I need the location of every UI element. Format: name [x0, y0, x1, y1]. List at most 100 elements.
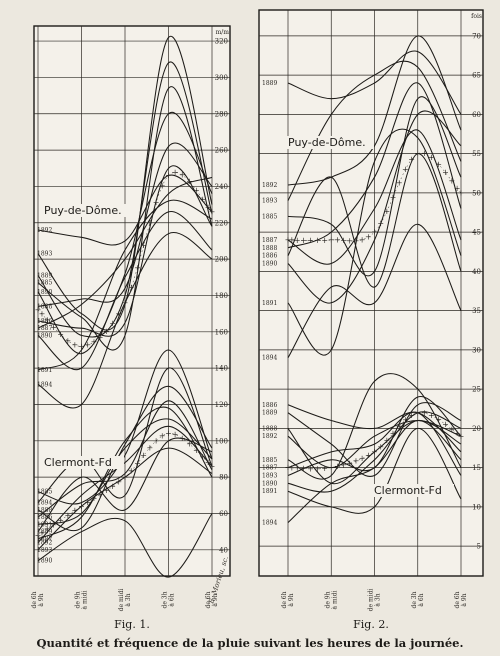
mean-series-point: +	[199, 453, 206, 462]
series-line	[287, 427, 462, 514]
mean-series-point: +	[84, 498, 91, 507]
series-line	[37, 61, 213, 338]
y-tick-label: 65	[472, 72, 481, 80]
mean-series-point: +	[205, 203, 212, 212]
y-tick-label: 180	[215, 292, 228, 300]
series-line	[37, 437, 213, 533]
mean-series-point: +	[346, 236, 353, 245]
mean-series-point: +	[414, 408, 421, 417]
x-tick-label: de 9h	[75, 591, 82, 608]
series-line	[37, 385, 213, 531]
y-tick-label: 15	[472, 464, 481, 472]
y-tick-label: 35	[472, 307, 481, 315]
mean-series-point: +	[353, 457, 360, 466]
year-label: 1891	[37, 521, 52, 528]
y-tick-label: 160	[215, 328, 228, 336]
mean-series-point: +	[371, 448, 378, 457]
mean-series-point: +	[179, 434, 186, 443]
year-label: 1887	[262, 465, 277, 472]
x-tick-label: à 9h	[212, 593, 219, 606]
mean-series-point: +	[103, 486, 110, 495]
panel-frame	[33, 25, 231, 577]
series-line	[287, 404, 462, 453]
year-label: 1886	[262, 253, 277, 260]
series-line	[37, 176, 213, 329]
series-line	[37, 406, 213, 540]
y-tick-label: 45	[472, 229, 481, 237]
mean-series-point: +	[285, 236, 292, 245]
mean-series-point: +	[165, 171, 172, 180]
year-label: 1890	[37, 332, 52, 339]
mean-series-point: +	[186, 177, 193, 186]
mean-series-point: +	[153, 436, 160, 445]
y-tick-label: 320	[215, 38, 228, 46]
mean-series-point: +	[91, 338, 98, 347]
year-label: 1887	[37, 536, 52, 543]
mean-series-point: +	[103, 327, 110, 336]
year-label: 1888	[262, 425, 277, 432]
y-tick-label: 280	[215, 110, 228, 118]
mean-series-point: +	[300, 236, 307, 245]
mean-series-point: +	[91, 494, 98, 503]
figure-title: Fig. 1.	[114, 618, 150, 631]
x-tick-label: à 9h	[38, 593, 45, 606]
mean-series-point: +	[159, 431, 166, 440]
mean-series-point: +	[289, 236, 296, 245]
mean-series-point: +	[72, 506, 79, 515]
mean-series-point: +	[72, 341, 79, 350]
mean-series-point: +	[314, 236, 321, 245]
year-label: 1889	[37, 272, 52, 279]
mean-series-point: +	[334, 235, 341, 244]
mean-series-point: +	[172, 430, 179, 439]
series-line	[37, 400, 213, 518]
y-tick-label: 120	[215, 401, 228, 409]
mean-series-point: +	[147, 443, 154, 452]
mean-series-point: +	[115, 310, 122, 319]
mean-series-point: +	[353, 236, 360, 245]
mean-series-point: +	[307, 236, 314, 245]
mean-series-point: +	[289, 463, 296, 472]
y-tick-label: 100	[215, 437, 228, 445]
station-name-backdrop	[42, 456, 124, 469]
mean-series-point: +	[346, 459, 353, 468]
mean-series-point: +	[39, 528, 46, 537]
x-tick-label: à 3h	[125, 593, 132, 606]
mean-series-point: +	[294, 236, 301, 245]
x-tick-label: à 6h	[418, 593, 425, 606]
mean-series-point: +	[147, 219, 154, 228]
mean-series-point: +	[384, 207, 391, 216]
series-line	[287, 419, 462, 485]
mean-series-point: +	[390, 193, 397, 202]
year-label: 1893	[37, 547, 52, 554]
year-label: 1891	[262, 300, 277, 307]
figure-title: Fig. 2.	[353, 618, 389, 631]
y-tick-label: 70	[472, 32, 481, 40]
y-tick-label: 20	[472, 425, 481, 433]
mean-series-point: +	[408, 155, 415, 164]
mean-series-line	[37, 172, 213, 347]
series-line	[37, 174, 213, 246]
mean-series-point: +	[78, 502, 85, 511]
year-label: 1892	[37, 540, 52, 547]
mean-series-point: +	[165, 429, 172, 438]
x-tick-label: de 3h	[162, 591, 169, 608]
mean-series-point: +	[442, 168, 449, 177]
year-label: 1889	[262, 80, 277, 87]
unit-label: m/m	[216, 29, 230, 36]
series-line	[287, 419, 462, 469]
x-tick-label: de 3h	[411, 591, 418, 608]
year-label: 1886	[262, 402, 277, 409]
x-tick-label: de midi	[368, 589, 375, 612]
x-tick-label: de 6h	[31, 591, 38, 608]
mean-series-point: +	[205, 458, 212, 467]
year-label: 1893	[262, 472, 277, 479]
mean-series-point: +	[294, 464, 301, 473]
year-label: 1887	[37, 325, 52, 332]
mean-series-point: +	[321, 464, 328, 473]
series-line	[287, 82, 462, 249]
mean-series-point: +	[365, 451, 372, 460]
series-line	[287, 50, 462, 115]
station-name-backdrop	[286, 136, 374, 149]
y-tick-label: 140	[215, 365, 228, 373]
y-tick-label: 5	[477, 543, 481, 551]
